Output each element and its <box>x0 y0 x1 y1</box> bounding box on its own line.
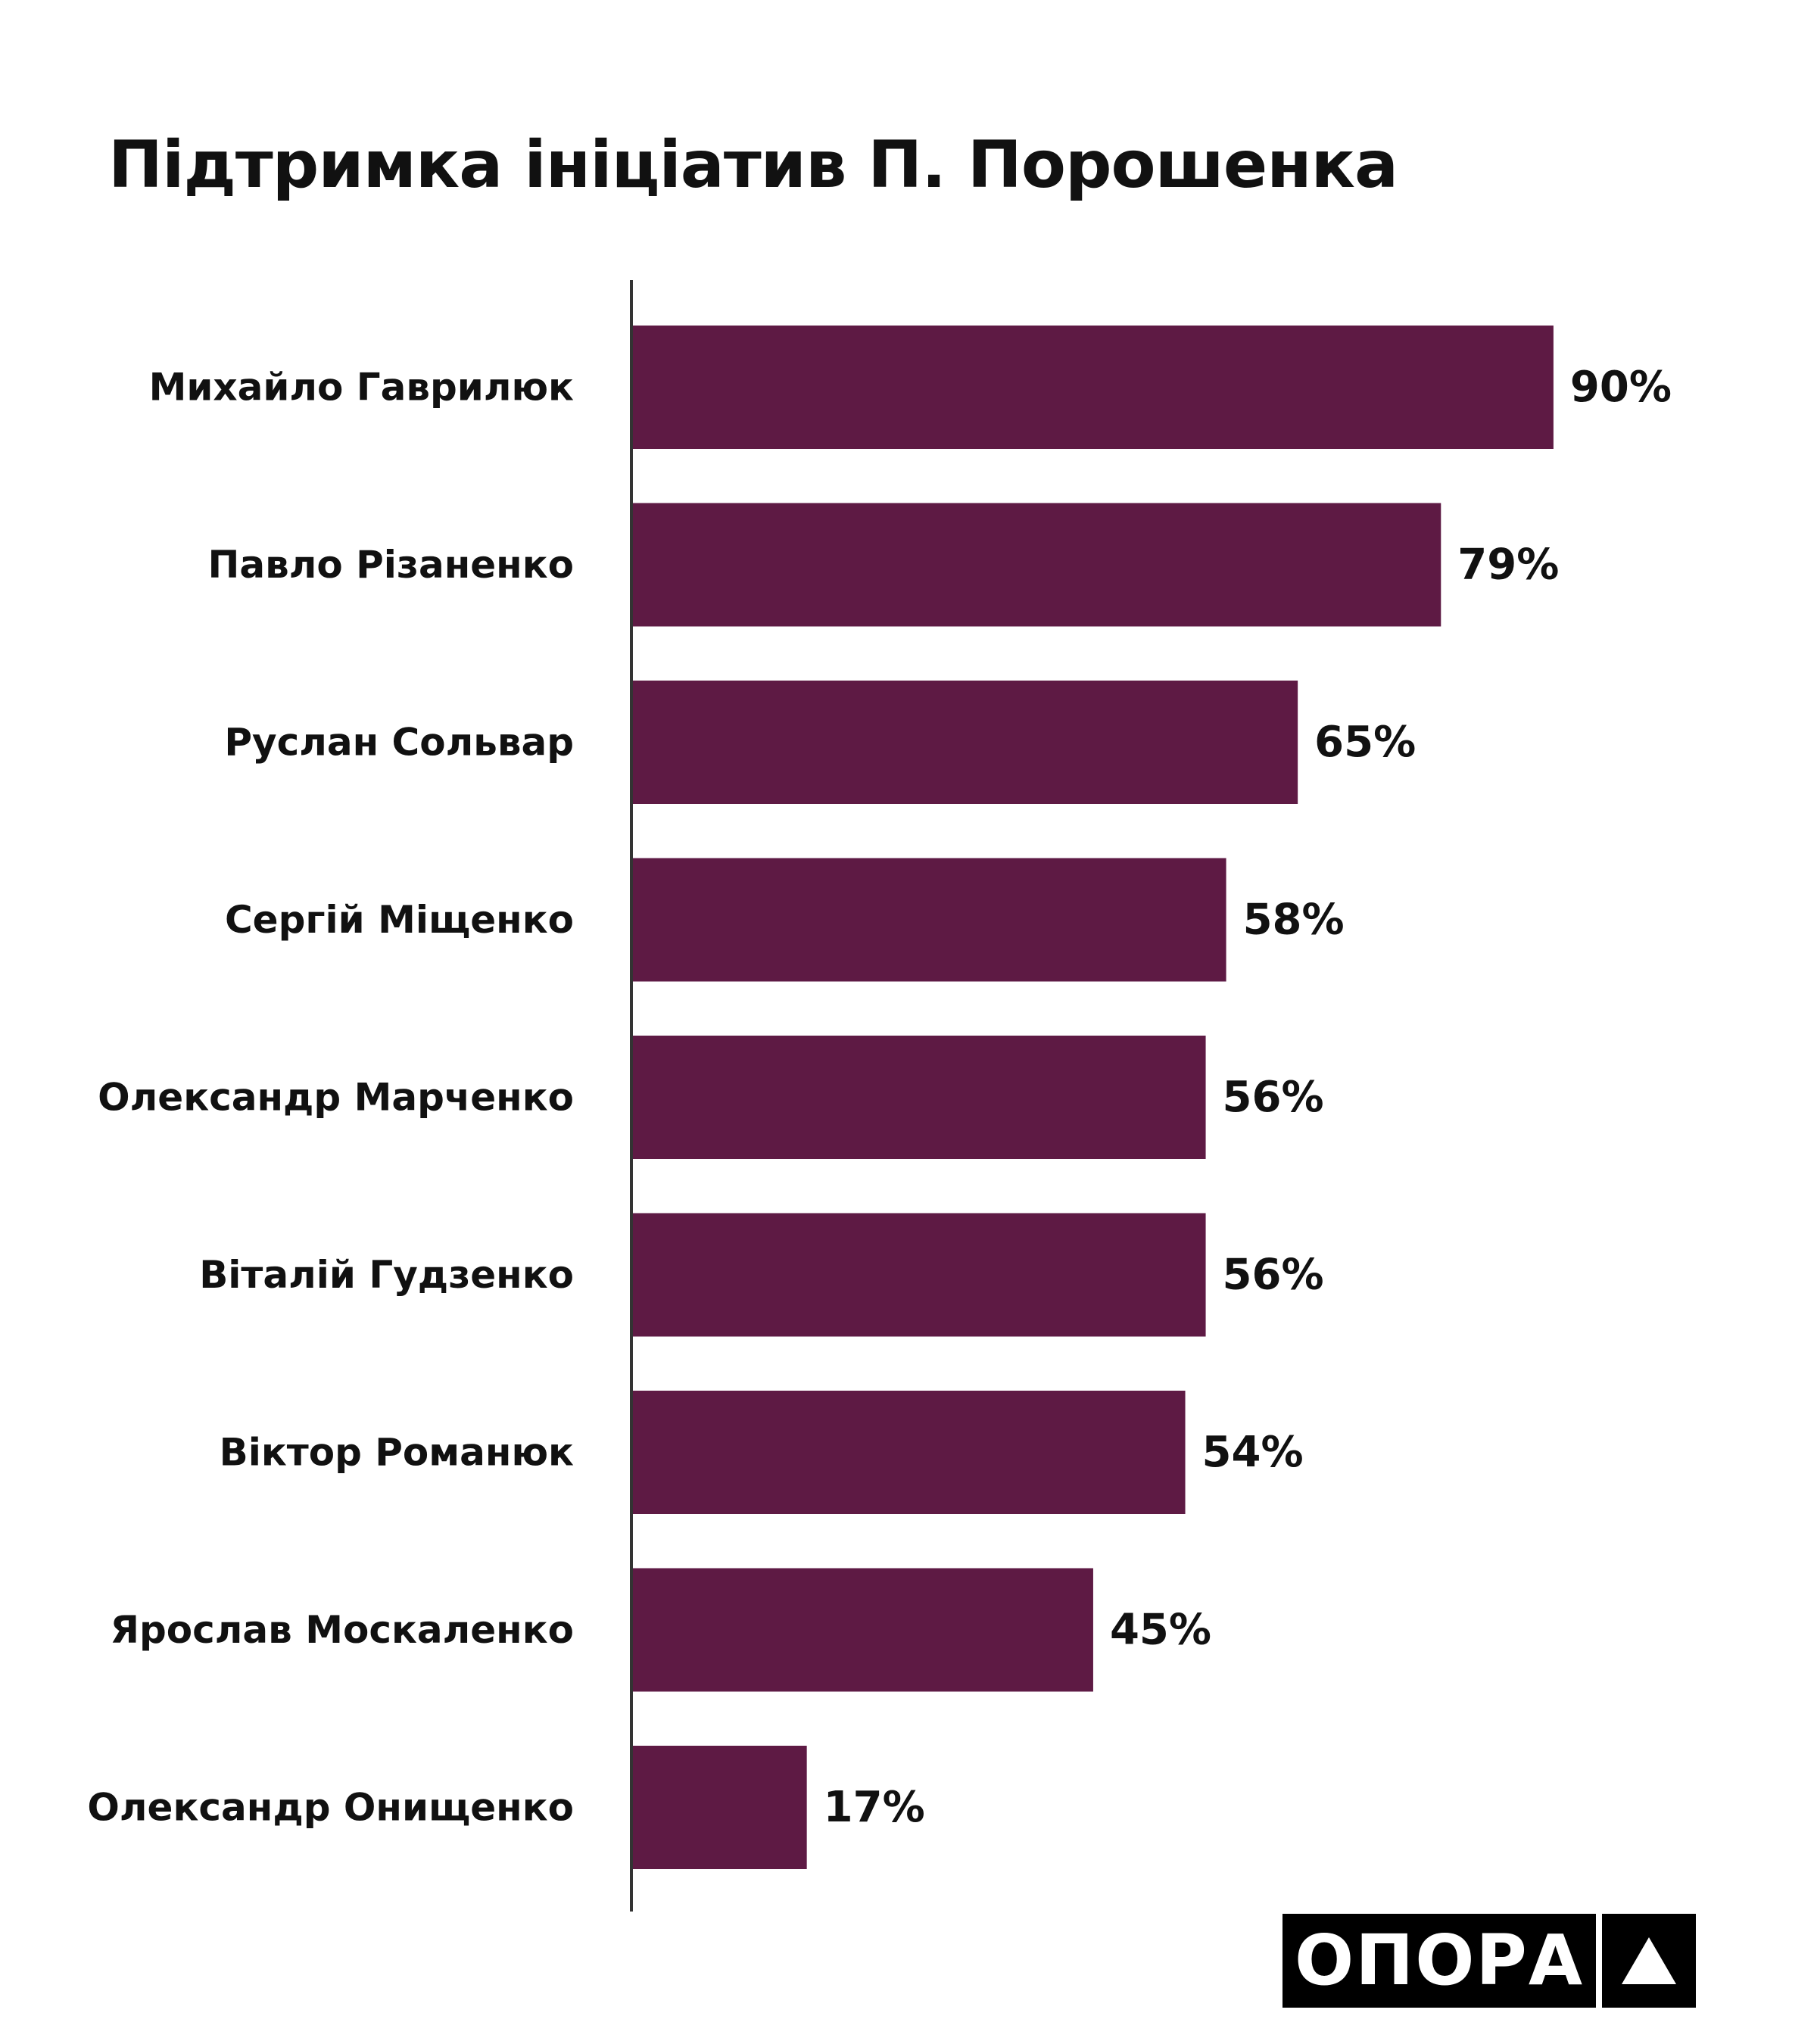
value-labels-layer: 90% 79% 65% 58% 56% 56% 54% 45% 17% <box>824 363 1672 1832</box>
value-label: 79% <box>1457 541 1559 590</box>
category-label: Павло Різаненко <box>208 543 574 587</box>
value-label: 56% <box>1223 1073 1324 1122</box>
bar-6 <box>633 1213 1206 1337</box>
category-label: Віталій Гудзенко <box>199 1253 574 1297</box>
triangle-icon <box>1602 1914 1697 2008</box>
bar-1 <box>633 326 1554 449</box>
value-label: 45% <box>1110 1606 1211 1655</box>
logo-wordmark: ОПОРА <box>1282 1914 1597 2008</box>
bars-layer <box>633 326 1554 1869</box>
category-label: Ярослав Москаленко <box>111 1608 574 1652</box>
category-label: Михайло Гаврилюк <box>149 366 574 410</box>
value-label: 56% <box>1223 1251 1324 1300</box>
bar-3 <box>633 681 1298 804</box>
chart-title: Підтримка ініціатив П. Порошенка <box>108 127 1398 203</box>
value-label: 65% <box>1314 718 1416 767</box>
category-label: Олександр Марченко <box>98 1076 574 1120</box>
bar-9 <box>633 1746 807 1869</box>
bar-5 <box>633 1036 1206 1159</box>
value-label: 90% <box>1570 363 1672 412</box>
bar-8 <box>633 1568 1093 1692</box>
bar-4 <box>633 858 1226 982</box>
category-label: Віктор Романюк <box>220 1431 574 1475</box>
value-label: 54% <box>1202 1428 1304 1477</box>
opora-logo: ОПОРА <box>1282 1914 1697 2008</box>
category-label: Сергій Міщенко <box>225 898 574 942</box>
bar-2 <box>633 503 1441 627</box>
bar-7 <box>633 1391 1186 1514</box>
value-label: 58% <box>1243 896 1345 945</box>
category-label: Руслан Сольвар <box>224 721 574 765</box>
category-labels-layer: Михайло Гаврилюк Павло Різаненко Руслан Со… <box>87 366 574 1830</box>
category-label: Олександр Онищенко <box>87 1786 574 1830</box>
value-label: 17% <box>824 1783 925 1832</box>
